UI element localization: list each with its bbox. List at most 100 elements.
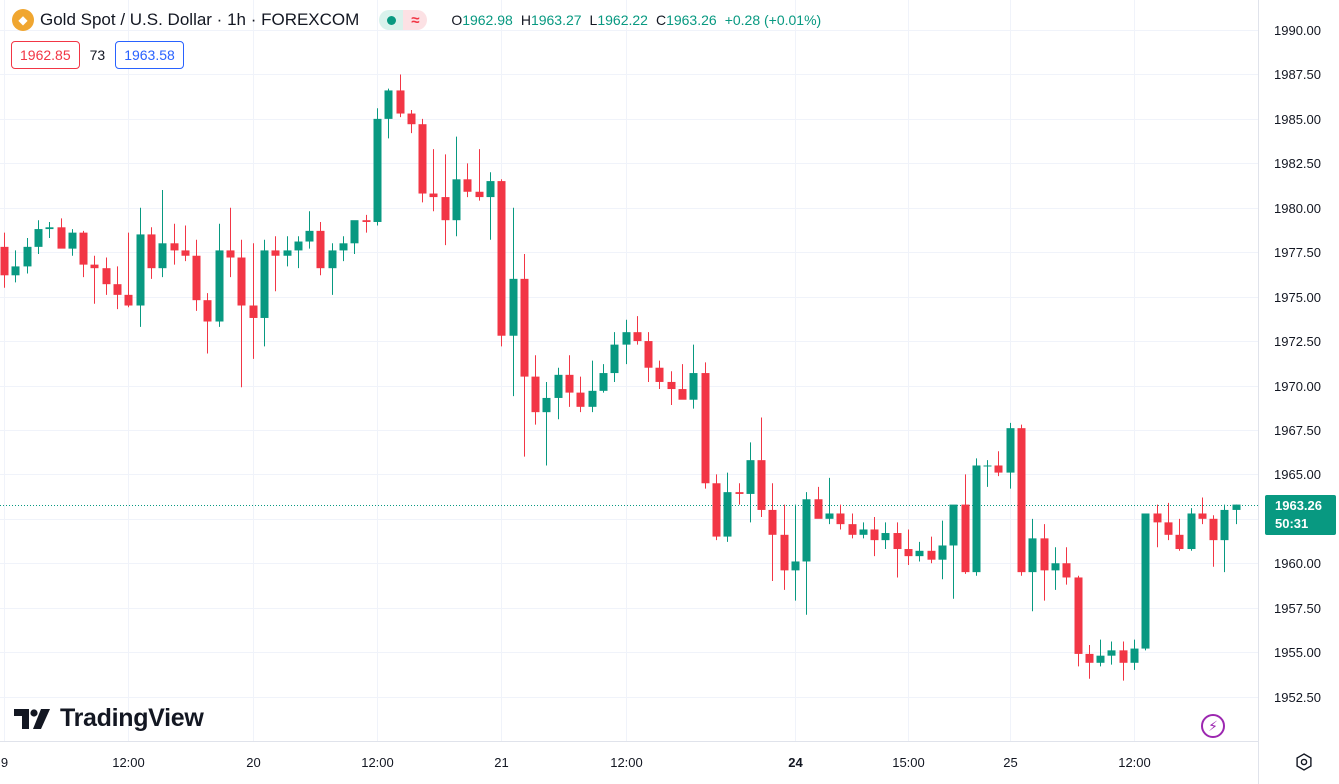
candle-body [972, 465, 981, 573]
candle [520, 253, 529, 457]
x-tick-label: 25 [1003, 755, 1017, 770]
candle-body [136, 234, 145, 306]
candle-body [814, 499, 823, 519]
grid-lines [0, 0, 1258, 741]
gold-coin-icon[interactable]: ◆ [12, 9, 34, 31]
candle-body [1164, 522, 1173, 535]
candle [350, 220, 359, 254]
candle [57, 218, 66, 249]
candle-body [1017, 428, 1026, 573]
tradingview-logo[interactable]: TradingView [14, 704, 204, 733]
y-tick-label: 1952.50 [1274, 690, 1321, 705]
candle-body [1085, 653, 1094, 663]
candle [1051, 547, 1060, 590]
candle [622, 319, 631, 365]
candle [158, 189, 167, 278]
candle [904, 529, 913, 566]
candle-body [328, 250, 337, 269]
candle-body [938, 545, 947, 560]
candle [757, 417, 766, 518]
lightning-icon[interactable]: ⚡ [1201, 714, 1225, 738]
gear-icon[interactable] [1294, 752, 1314, 772]
time-axis[interactable]: 9 12:00 20 12:00 21 12:00 24 15:00 25 12:00 [0, 741, 1258, 771]
candle [588, 360, 597, 413]
candle-body [102, 268, 111, 285]
change-value: +0.28 (+0.01%) [724, 12, 822, 28]
candle-body [350, 220, 359, 244]
candle-body [1175, 534, 1184, 550]
candle-body [124, 294, 133, 306]
candle [1096, 639, 1105, 667]
candle [1209, 515, 1218, 567]
candle [814, 486, 823, 519]
candle-body [1062, 563, 1071, 578]
candle [712, 474, 721, 541]
candle [34, 220, 43, 254]
candle-body [791, 561, 800, 571]
candle [1062, 547, 1071, 585]
candle-body [509, 278, 518, 336]
candle-body [192, 255, 201, 301]
candle [983, 460, 992, 487]
candle [475, 149, 484, 201]
candle [768, 483, 777, 582]
price-axis[interactable]: 1952.501955.001957.501960.001962.501965.… [1258, 0, 1322, 784]
candle-body [554, 374, 563, 398]
candle [531, 355, 540, 425]
candle-body [113, 284, 122, 295]
candle [689, 344, 698, 409]
candle-body [915, 550, 924, 557]
candle-body [68, 232, 77, 249]
bid-button[interactable]: 1962.85 [11, 41, 80, 69]
candle [1164, 502, 1173, 541]
ask-button[interactable]: 1963.58 [115, 41, 184, 69]
candle-body [463, 179, 472, 192]
candle [407, 109, 416, 134]
candle [678, 364, 687, 400]
candle-body [226, 250, 235, 258]
candle-body [735, 492, 744, 494]
candle [497, 179, 506, 347]
candle-body [475, 191, 484, 198]
candle [667, 371, 676, 406]
candle [723, 472, 732, 542]
high-label: H [520, 12, 531, 28]
candle [735, 483, 744, 505]
candle [373, 108, 382, 226]
candle-body [339, 243, 348, 251]
candle [486, 172, 495, 240]
candle [746, 442, 755, 523]
close-value: 1963.26 [666, 12, 717, 28]
candle [825, 477, 834, 525]
candle [441, 154, 450, 246]
candle [305, 211, 314, 249]
candle-body [927, 550, 936, 560]
candle-body [249, 305, 258, 318]
candle-body [1051, 563, 1060, 571]
x-tick-label: 24 [788, 755, 803, 770]
candle [938, 520, 947, 580]
candle-body [893, 533, 902, 550]
candle [1040, 524, 1049, 601]
candle [260, 239, 269, 347]
candle-body [531, 376, 540, 413]
symbol-title[interactable]: Gold Spot / U.S. Dollar · 1h · FOREXCOM [40, 10, 360, 29]
market-status[interactable]: ≈ [379, 10, 428, 30]
candle-body [1198, 513, 1207, 519]
close-label: C [655, 12, 667, 28]
candle-body [949, 504, 958, 546]
candle-body [576, 392, 585, 407]
candle-body [994, 465, 1003, 473]
candle [1006, 422, 1015, 489]
candle [915, 541, 924, 562]
candle-body [418, 124, 427, 194]
candle-body [34, 229, 43, 247]
quote-row: 1962.85 73 1963.58 [11, 41, 184, 69]
y-tick-label: 1967.50 [1274, 423, 1321, 438]
y-tick-label: 1975.00 [1274, 290, 1321, 305]
candle-body [23, 246, 32, 267]
candle-body [237, 257, 246, 306]
candle-body [1130, 648, 1139, 663]
candle [136, 207, 145, 327]
